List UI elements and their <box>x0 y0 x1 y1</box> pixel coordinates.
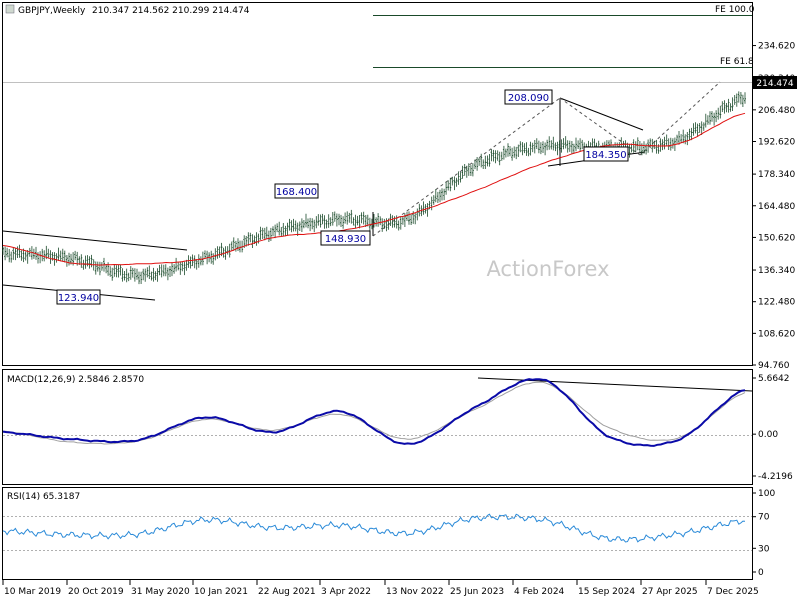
rsi-tick-label: 0 <box>758 568 764 578</box>
x-tick-label: 22 Aug 2021 <box>258 587 316 597</box>
price-bars <box>2 91 746 285</box>
svg-text:168.400: 168.400 <box>276 187 317 198</box>
ohlc-label: 210.347 214.562 210.299 214.474 <box>92 6 250 16</box>
x-tick-label: 15 Sep 2024 <box>578 587 635 597</box>
rsi-tick-label: 100 <box>758 489 775 499</box>
annotation-label-208-090: 208.090 <box>504 89 553 105</box>
price-tick-label: 164.480 <box>758 202 795 212</box>
rsi-tick-label: 70 <box>758 513 770 523</box>
fe-100-label: FE 100.0 <box>715 5 755 15</box>
rsi-y-axis: 100 70 30 0 <box>752 489 775 578</box>
rsi-indicator <box>2 513 752 551</box>
price-tick-label: 108.620 <box>758 329 795 339</box>
current-price-label: 214.474 <box>756 79 793 89</box>
x-tick-label: 10 Mar 2019 <box>4 587 61 597</box>
price-tick-label: 94.760 <box>758 361 790 371</box>
projection-line-3 <box>639 81 721 156</box>
macd-indicator <box>2 378 752 447</box>
x-tick-label: 10 Jan 2021 <box>194 587 248 597</box>
svg-text:148.930: 148.930 <box>325 234 366 245</box>
rsi-title: RSI(14) 65.3187 <box>7 492 80 502</box>
svg-text:208.090: 208.090 <box>508 93 549 104</box>
x-tick-label: 20 Oct 2019 <box>68 587 124 597</box>
x-axis: 10 Mar 2019 20 Oct 2019 31 May 2020 10 Jan … <box>2 580 759 597</box>
macd-title: MACD(12,26,9) 2.5846 2.8570 <box>7 375 144 385</box>
watermark: ActionForex <box>486 257 609 281</box>
x-tick-label: 13 Nov 2022 <box>386 587 444 597</box>
symbol-label: GBPJPY,Weekly <box>18 6 86 16</box>
x-tick-label: 3 Apr 2022 <box>321 587 371 597</box>
macd-panel <box>2 369 753 485</box>
x-tick-label: 25 Jun 2023 <box>450 587 504 597</box>
macd-tick-label: -4.2196 <box>758 472 793 482</box>
symbol-icon <box>5 4 15 14</box>
current-price-tag: 214.474 <box>753 76 797 89</box>
price-panel <box>2 2 753 366</box>
price-tick-label: 136.340 <box>758 266 795 276</box>
sma-line <box>2 112 746 266</box>
price-tick-label: 206.480 <box>758 106 795 116</box>
rsi-tick-label: 30 <box>758 544 770 554</box>
channel-upper-line <box>2 230 188 251</box>
triangle-upper-line <box>559 97 644 131</box>
svg-text:123.940: 123.940 <box>58 293 99 304</box>
x-tick-label: 31 May 2020 <box>131 587 190 597</box>
macd-y-axis: 5.6642 0.00 -4.2196 <box>752 374 793 482</box>
price-series <box>2 112 746 266</box>
rsi-line <box>2 513 746 543</box>
macd-line <box>2 378 746 447</box>
macd-tick-label: 5.6642 <box>758 374 790 384</box>
price-tick-label: 178.340 <box>758 170 795 180</box>
price-tick-label: 122.480 <box>758 298 795 308</box>
ohlc-bars <box>2 91 746 285</box>
projection-line-2 <box>559 97 641 156</box>
annotation-label-123-940: 123.940 <box>56 289 101 305</box>
rsi-panel <box>2 487 753 580</box>
price-tick-label: 192.620 <box>758 137 795 147</box>
x-tick-label: 7 Dec 2025 <box>707 587 759 597</box>
macd-signal-line <box>2 381 746 445</box>
x-tick-label: 4 Feb 2024 <box>514 587 565 597</box>
price-tick-label: 150.620 <box>758 233 795 243</box>
annotation-label-168-400: 168.400 <box>274 183 319 199</box>
annotation-label-184-350: 184.350 <box>583 146 629 162</box>
x-tick-label: 27 Apr 2025 <box>642 587 698 597</box>
macd-tick-label: 0.00 <box>758 430 778 440</box>
annotation-label-148-930: 148.930 <box>320 230 371 246</box>
fe-61-8-label: FE 61.8 <box>720 57 754 67</box>
svg-text:184.350: 184.350 <box>585 150 626 161</box>
chart-header: GBPJPY,Weekly 210.347 214.562 210.299 21… <box>5 4 250 16</box>
price-tick-label: 234.620 <box>758 42 795 52</box>
